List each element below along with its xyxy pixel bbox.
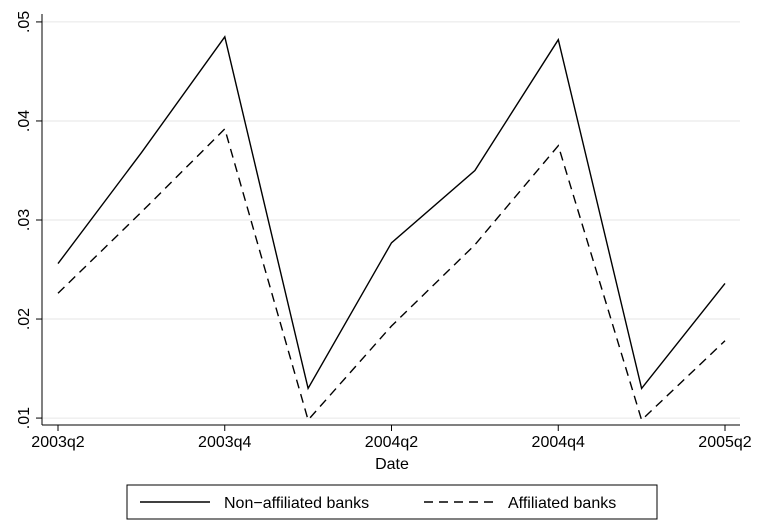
x-tick-label: 2004q4 [532,434,585,451]
y-tick-label: .05 [16,11,33,33]
series-line-non-affiliated [57,35,726,391]
legend-label-affiliated: Affiliated banks [508,495,616,512]
x-tick-label: 2003q2 [31,434,84,451]
x-tick-label: 2004q2 [365,434,418,451]
series-lines [57,35,726,422]
x-axis-title: Date [375,456,409,473]
x-tick-label: 2005q2 [698,434,751,451]
legend-label-non-affiliated: Non−affiliated banks [224,495,369,512]
y-tick-label: .02 [16,308,33,330]
y-axis-ticks: .01 .02 .03 .04 .05 [16,11,42,429]
y-tick-label: .03 [16,209,33,231]
x-axis-ticks: 2003q2 2003q4 2004q2 2004q4 2005q2 [31,425,752,451]
y-tick-label: .01 [16,407,33,429]
series-line-affiliated [57,127,726,422]
y-tick-label: .04 [16,110,33,132]
legend: Non−affiliated banks Affiliated banks [126,484,658,520]
x-tick-label: 2003q4 [198,434,251,451]
grid-lines [42,21,740,419]
legend-box [126,484,658,520]
